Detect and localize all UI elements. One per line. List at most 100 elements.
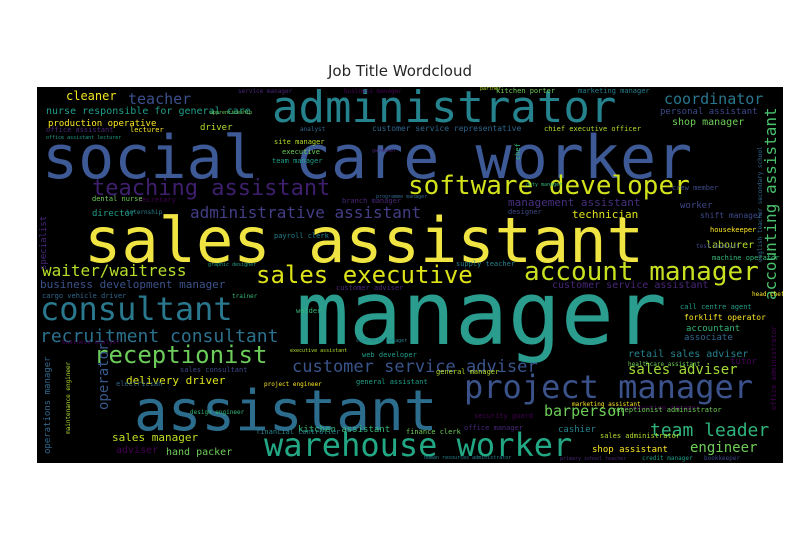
word-call-centre-agent: call centre agent [680,303,752,311]
word-contracts-manager: contracts manager [356,338,407,344]
word-accountant: accountant [686,324,740,334]
word-office-assistant-lecturer: office assistant lecturer [46,135,121,141]
word-team-leader: team leader [650,420,769,441]
word-associate: associate [684,333,733,343]
word-worker: worker [680,201,713,211]
word-bookkeeper: bookkeeper [704,455,741,462]
word-production-operative: production operative [48,119,156,129]
word-primary-school-teacher: primary school teacher [560,456,626,462]
word-web-developer: web developer [362,351,417,359]
word-customer-adviser: customer adviser [336,284,403,292]
word-financial-controller: financial controller [256,428,340,436]
word-retail-sales-adviser: retail sales adviser [628,349,748,360]
wordcloud-background [37,87,783,463]
chart-title: Job Title Wordcloud [328,62,472,80]
word-duty-manager: duty manager [526,182,562,188]
word-receptionist-administrator: receptionist administrator [612,406,722,414]
word-dental-nurse: dental nurse [92,195,143,203]
word-general-manager: general manager [436,368,499,376]
word-payroll-clerk: payroll clerk [274,232,330,240]
word-apprenticeship: apprenticeship [210,110,252,116]
word-adviser: adviser [116,445,158,456]
word-human-resources-administrator: human resources administrator [424,455,511,461]
word-cargo-vehicle-driver: cargo vehicle driver [42,292,126,300]
word-cleaner: cleaner [66,89,117,103]
word-business-development-manager: business development manager [40,278,226,291]
word-sales-assistant: sales assistant [84,204,644,277]
word-delivery-driver: delivery driver [126,374,226,387]
word-site-manager: site manager [274,138,325,146]
word-consultant: consultant [40,290,233,328]
word-chief-executive-officer: chief executive officer [544,125,641,133]
word-software-developer: software developer [408,171,690,201]
word-sales-executive: sales executive [256,261,473,289]
word-production-manager: production manager [624,404,700,412]
word-waiter-waitress: waiter/waitress [42,261,187,280]
word-crew-member: crew member [672,184,718,192]
word-service-manager: service manager [238,88,293,95]
word-finance-clerk: finance clerk [406,428,462,436]
word-kitchen-porter: kitchen porter [496,87,555,95]
word-teaching-assistant: teaching assistant [92,176,330,201]
word-trainer: trainer [232,293,258,300]
word-sales-consultant: sales consultant [180,366,247,374]
word-sales-manager: sales manager [112,431,198,444]
word-administrative-assistant: administrative assistant [190,203,421,222]
word-graphic-designer: graphic designer [208,262,256,268]
word-office-assistant: office assistant [46,126,113,134]
word-personal-assistant: personal assistant [660,107,758,117]
word-secretary: secretary [138,196,176,204]
word-assistant: assistant [134,379,437,444]
word-housekeeper: housekeeper [710,226,756,234]
word-sales-administrator: sales administrator [600,432,680,440]
word-labourer: labourer [706,240,754,251]
word-coordinator: coordinator [664,90,763,108]
word-director: director [92,209,136,219]
word-shop-assistant: shop assistant [592,445,668,455]
word-designer: designer [508,208,542,216]
word-hand-packer: hand packer [166,447,232,458]
word-branch-manager: branch manager [342,197,401,205]
word-administrator: administrator [272,82,616,133]
word-business-analyst: business analyst [62,339,120,346]
word-technician: technician [572,208,638,221]
word-welder: welder [296,307,321,315]
word-driver: driver [200,123,233,133]
word-english-teacher-secondary-school: english teacher secondary school [757,146,764,262]
word-healthcare-assistant: healthcare assistant [628,361,701,368]
word-gardener: gardener [372,148,396,154]
word-office-manager: office manager [464,424,523,432]
word-general-assistant: general assistant [356,378,428,386]
word-head-chef: head chef [752,291,785,298]
word-business-manager: business manager [344,88,402,95]
word-social-care-worker: social care worker [42,123,692,193]
word-project-manager: project manager [464,368,753,406]
word-marketing-manager: marketing manager [578,87,650,95]
word-programme-manager: programme manager [376,194,427,200]
word-operator: operator [96,343,112,410]
word-credit-manager: credit manager [642,455,693,462]
word-team-manager: team manager [272,157,323,165]
word-account-manager: account manager [524,257,759,287]
word-manager: manager [296,262,667,365]
word-customer-service-adviser: customer service adviser [292,357,538,377]
word-recruitment-consultant: recruitment consultant [40,326,278,347]
word-supply-teacher: supply teacher [456,260,515,268]
word-machine-operator: machine operator [712,254,779,262]
word-design-engineer: design engineer [190,409,245,416]
word-chef: chef [514,143,522,160]
word-engineer: engineer [690,440,757,456]
word-receptionist: receptionist [94,341,267,369]
word-barperson: barperson [544,402,625,420]
word-specialist: specialist [39,216,49,270]
word-security-guard: security guard [474,412,533,420]
word-executive: executive [282,148,320,156]
word-management-assistant: management assistant [508,196,640,209]
word-forklift-operator: forklift operator [684,313,766,322]
word-partner: partner [480,86,501,92]
word-electrician: electrician [116,380,162,388]
word-operations-manager: operations manager [43,356,53,454]
word-cashier: cashier [558,425,597,435]
